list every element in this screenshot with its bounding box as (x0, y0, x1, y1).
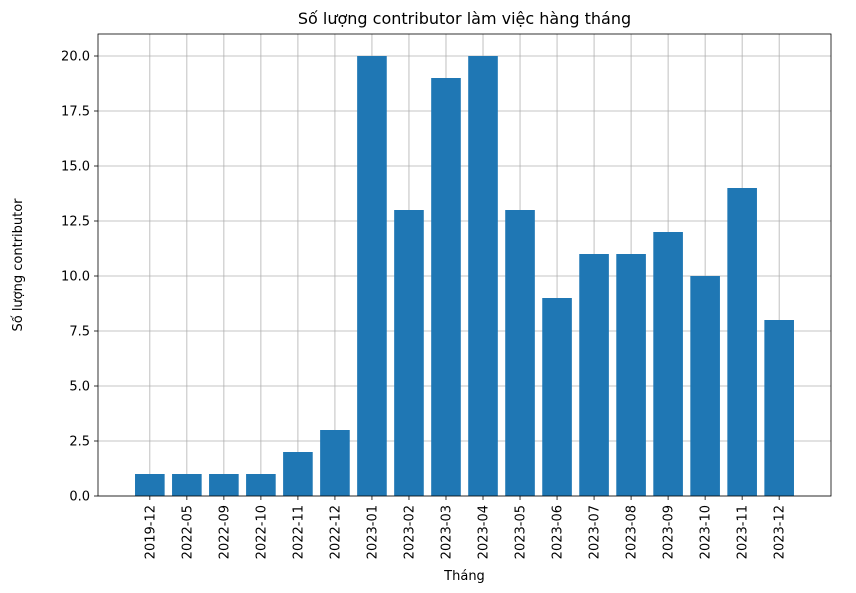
x-tick-label: 2023-06 (551, 505, 566, 559)
x-tick-label: 2023-07 (588, 505, 603, 559)
x-tick-label: 2022-11 (291, 505, 306, 559)
x-tick-label: 2022-12 (328, 505, 343, 559)
bar-2019-12 (135, 474, 165, 496)
x-tick-label: 2023-01 (365, 505, 380, 559)
x-tick-label: 2023-05 (514, 505, 529, 559)
x-tick-label: 2023-09 (662, 505, 677, 559)
bar-2023-09 (653, 232, 683, 496)
x-tick-label: 2023-04 (477, 505, 492, 559)
bar-2022-05 (172, 474, 202, 496)
bar-2022-12 (320, 430, 350, 496)
x-tick-label: 2023-03 (439, 505, 454, 559)
bar-2023-04 (468, 56, 498, 496)
x-tick-label: 2022-05 (180, 505, 195, 559)
chart-title: Số lượng contributor làm việc hàng tháng (298, 9, 631, 28)
plot-frame (97, 33, 832, 497)
ticks-layer: 0.0 2.5 5.0 7.5 10.0 12.5 15.0 17.5 20.0 2019-12 2… (61, 50, 788, 560)
bar-2022-10 (246, 474, 276, 496)
bar-2023-11 (727, 188, 757, 496)
y-axis-label: Số lượng contributor (11, 198, 26, 332)
bars-layer (135, 56, 794, 496)
bar-2023-02 (394, 210, 424, 496)
x-axis-label: Tháng (443, 569, 485, 584)
bar-2023-08 (616, 254, 646, 496)
bar-2023-07 (579, 254, 609, 496)
x-tick-label: 2023-12 (773, 505, 788, 559)
x-tick-label: 2019-12 (143, 505, 158, 559)
x-tick-label: 2023-10 (699, 505, 714, 559)
bar-2022-09 (209, 474, 239, 496)
y-tick-label: 10.0 (61, 270, 90, 285)
y-tick-label: 7.5 (69, 325, 90, 340)
x-tick-label: 2023-11 (736, 505, 751, 559)
y-tick-label: 20.0 (61, 50, 90, 65)
bar-2022-11 (283, 452, 313, 496)
y-tick-label: 12.5 (61, 215, 90, 230)
bar-2023-03 (431, 78, 461, 496)
y-tick-label: 15.0 (61, 160, 90, 175)
bar-2023-01 (357, 56, 387, 496)
x-tick-label: 2022-09 (217, 505, 232, 559)
x-tick-label: 2023-08 (625, 505, 640, 559)
y-tick-label: 17.5 (61, 105, 90, 120)
x-tick-label: 2023-02 (402, 505, 417, 559)
y-tick-label: 0.0 (69, 490, 90, 505)
bar-2023-05 (505, 210, 535, 496)
bar-2023-12 (764, 320, 794, 496)
bar-2023-06 (542, 298, 572, 496)
x-tick-label: 2022-10 (254, 505, 269, 559)
grid-layer (98, 34, 831, 497)
bar-2023-10 (690, 276, 720, 496)
y-tick-label: 2.5 (69, 435, 90, 450)
y-tick-label: 5.0 (69, 380, 90, 395)
